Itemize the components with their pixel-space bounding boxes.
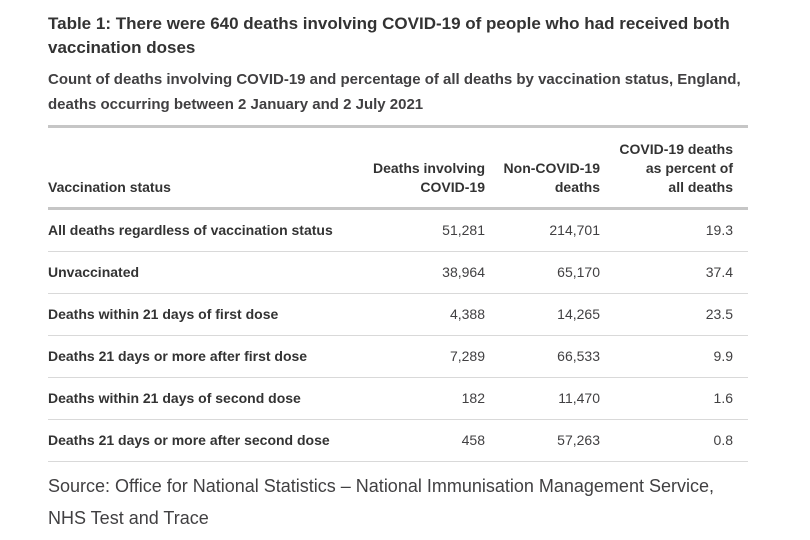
table-row: Unvaccinated 38,964 65,170 37.4 [48,251,748,294]
row-label: Deaths 21 days or more after second dose [48,419,368,462]
percent-value: 37.4 [600,251,748,294]
table-row: Deaths within 21 days of second dose 182… [48,377,748,420]
non-covid-deaths-value: 66,533 [485,335,600,378]
table-row: All deaths regardless of vaccination sta… [48,208,748,252]
covid-deaths-by-vaccination-status-table: Vaccination status Deaths involving COVI… [48,125,748,462]
covid-deaths-value: 4,388 [368,293,485,336]
row-label: Deaths within 21 days of second dose [48,377,368,420]
header-vaccination-status: Vaccination status [48,126,368,210]
header-line: all deaths [668,179,733,195]
row-label: Deaths 21 days or more after first dose [48,335,368,378]
percent-value: 19.3 [600,208,748,252]
covid-deaths-value: 38,964 [368,251,485,294]
table-row: Deaths within 21 days of first dose 4,38… [48,293,748,336]
non-covid-deaths-value: 65,170 [485,251,600,294]
header-line: Vaccination status [48,179,171,195]
covid-deaths-value: 458 [368,419,485,462]
table-row: Deaths 21 days or more after first dose … [48,335,748,378]
row-label: All deaths regardless of vaccination sta… [48,208,368,252]
row-label: Deaths within 21 days of first dose [48,293,368,336]
header-line: COVID-19 [420,179,485,195]
header-line: Non-COVID-19 [503,160,600,176]
header-line: deaths [554,179,600,195]
table-title: Table 1: There were 640 deaths involving… [48,14,730,57]
non-covid-deaths-value: 14,265 [485,293,600,336]
table-subtitle: Count of deaths involving COVID-19 and p… [48,71,741,113]
header-non-covid-deaths: Non-COVID-19 deaths [485,126,600,210]
header-line: as percent of [645,160,733,176]
covid-deaths-value: 182 [368,377,485,420]
table-row: Deaths 21 days or more after second dose… [48,419,748,462]
covid-deaths-value: 7,289 [368,335,485,378]
non-covid-deaths-value: 214,701 [485,208,600,252]
header-row: Vaccination status Deaths involving COVI… [48,126,748,210]
header-deaths-involving-covid: Deaths involving COVID-19 [368,126,485,210]
covid-deaths-value: 51,281 [368,208,485,252]
non-covid-deaths-value: 11,470 [485,377,600,420]
non-covid-deaths-value: 57,263 [485,419,600,462]
percent-value: 23.5 [600,293,748,336]
header-percent-of-all-deaths: COVID-19 deaths as percent of all deaths [600,126,748,210]
source-note: Source: Office for National Statistics –… [48,476,714,528]
percent-value: 1.6 [600,377,748,420]
percent-value: 9.9 [600,335,748,378]
statistical-table-page: Table 1: There were 640 deaths involving… [48,0,748,534]
header-line: Deaths involving [372,160,485,176]
row-label: Unvaccinated [48,251,368,294]
header-line: COVID-19 deaths [619,141,733,157]
percent-value: 0.8 [600,419,748,462]
